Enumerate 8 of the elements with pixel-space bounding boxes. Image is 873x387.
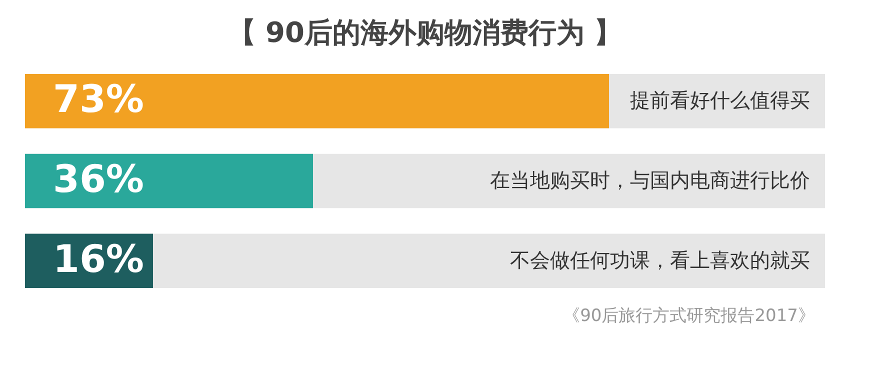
chart-title: 【 90后的海外购物消费行为 】 — [228, 16, 622, 49]
text: 《90后旅行方式研究报告2017》 — [563, 306, 815, 326]
data-label: 16% — [53, 236, 144, 281]
y-tick-label: 在当地购买时，与国内电商进行比价 — [490, 168, 810, 192]
data-label: 73% — [53, 77, 144, 122]
data-label: 36% — [53, 157, 144, 201]
y-tick-label: 提前看好什么值得买 — [630, 88, 810, 112]
y-tick-label: 不会做任何功课，看上喜欢的就买 — [510, 248, 810, 272]
